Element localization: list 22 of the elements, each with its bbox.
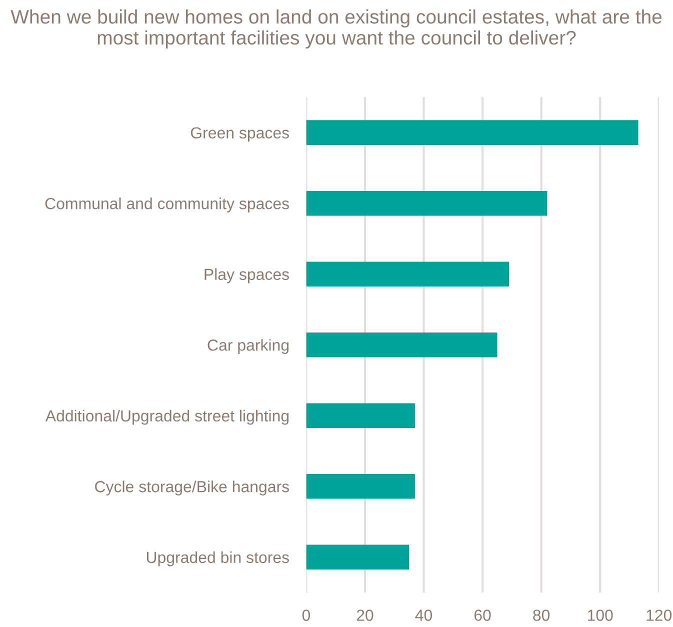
bar <box>306 474 415 499</box>
bar <box>306 332 498 358</box>
bar <box>306 190 548 216</box>
y-tick-label: Play spaces <box>204 268 289 284</box>
bar <box>306 403 415 428</box>
bar <box>306 120 638 145</box>
y-tick-label: Upgraded bin stores <box>146 551 289 566</box>
x-tick-label: 60 <box>474 610 491 621</box>
y-tick-label: Green spaces <box>190 127 289 142</box>
y-tick-label: Additional/Upgraded street lighting <box>45 410 289 425</box>
y-tick-label: Cycle storage/Bike hangars <box>95 480 289 496</box>
chart-title: When we build new homes on land on existing council estates, what are the most important facilities you want the council to deliver? <box>10 9 662 48</box>
x-tick-label: 0 <box>302 610 310 621</box>
bar <box>306 544 410 570</box>
x-tick-label: 80 <box>533 610 550 621</box>
y-tick-label: Communal and community spaces <box>45 198 289 212</box>
x-tick-label: 40 <box>415 610 432 621</box>
x-tick-label: 20 <box>356 610 374 621</box>
x-tick-label: 120 <box>646 610 672 621</box>
y-tick-label: Car parking <box>208 339 289 354</box>
x-tick-label: 100 <box>588 610 613 621</box>
bar <box>306 262 509 286</box>
